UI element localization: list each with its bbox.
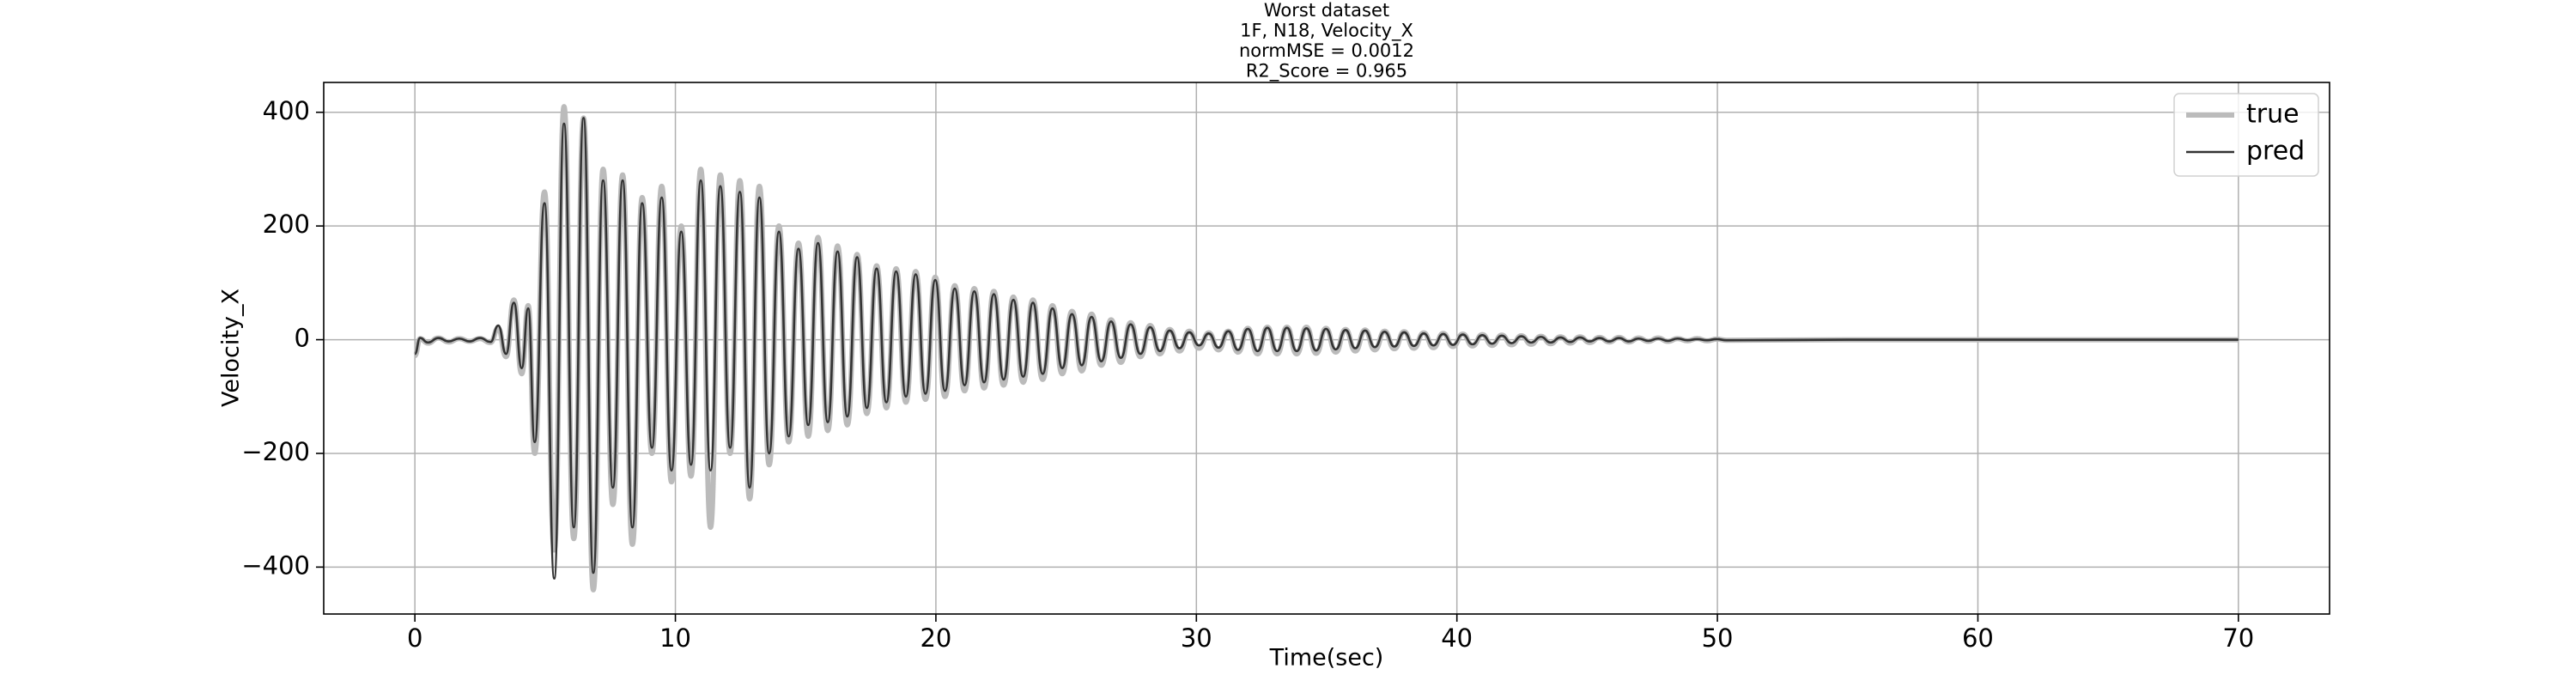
x-tick-label: 30: [1181, 623, 1212, 653]
x-tick-label: 70: [2222, 623, 2254, 653]
chart-title: 1F, N18, Velocity_X: [1240, 21, 1413, 42]
x-tick-label: 20: [920, 623, 951, 653]
y-axis-label: Velocity_X: [218, 289, 245, 407]
plot-lines: [412, 104, 2239, 593]
y-tick-label: 0: [295, 324, 310, 353]
legend-label: pred: [2246, 137, 2305, 167]
y-tick-label: 400: [263, 96, 310, 125]
chart-title: normMSE = 0.0012: [1239, 40, 1414, 61]
chart-title: R2_Score = 0.965: [1246, 61, 1407, 82]
series-line: [412, 104, 2239, 593]
y-tick-label: 200: [263, 210, 310, 239]
y-tick-label: −200: [241, 437, 310, 466]
x-tick-label: 40: [1441, 623, 1473, 653]
grid: [324, 82, 2330, 614]
axes-frame: [323, 82, 2330, 615]
legend: true pred: [2173, 93, 2319, 177]
x-tick-label: 50: [1702, 623, 1734, 653]
x-tick-label: 0: [407, 623, 422, 653]
y-tick-label: −400: [241, 550, 310, 580]
x-tick-label: 60: [1962, 623, 1994, 653]
ticks: 0 10 20 30 40 50 60 70 −400 −200 0 200 400: [241, 96, 2254, 653]
x-axis-label: Time(sec): [1269, 645, 1384, 672]
x-tick-label: 10: [659, 623, 691, 653]
legend-label: true: [2246, 100, 2300, 130]
chart-title: Worst dataset: [1264, 0, 1389, 21]
series-line: [413, 117, 2239, 580]
